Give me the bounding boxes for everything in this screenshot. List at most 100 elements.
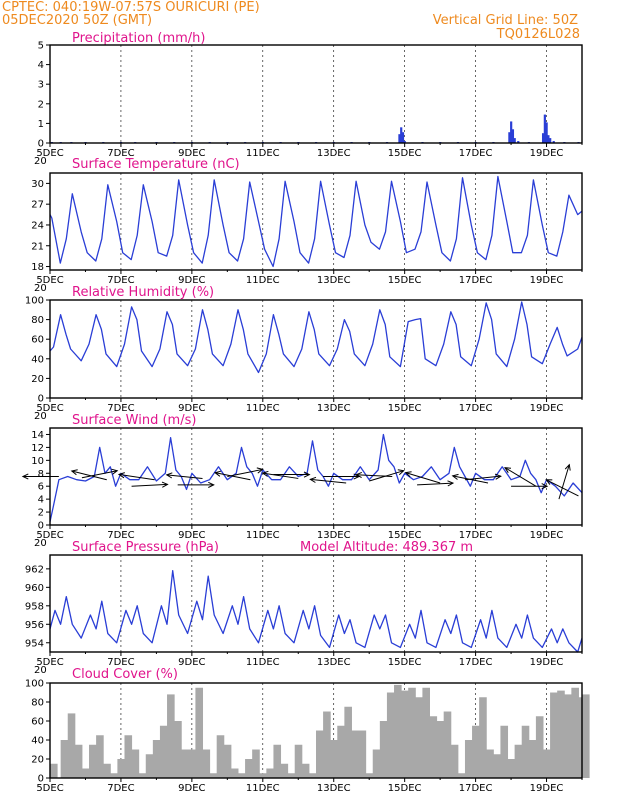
precip-bar [547,135,550,143]
precip-bar [517,141,520,143]
wind-xtick-label: 15DEC [388,530,422,541]
precip-ytick-label: 1 [38,119,44,130]
wind-arrow-head [545,479,553,485]
header-model-code: TQ0126L028 [496,27,580,42]
temp-frame [49,172,583,271]
cloud-bar [450,744,459,778]
cloud-bar [237,773,246,778]
cloud-bar [74,744,83,778]
cloud-xtick-label: 11DEC [246,783,280,794]
precip-ytick-label: 2 [38,99,44,110]
wind-arrow [310,478,347,484]
cloud-bar [259,773,267,778]
cloud-bar [493,754,501,778]
wind-arrow-head [355,471,362,479]
wind-ytick-label: 6 [38,482,44,493]
precip-bar [400,127,403,143]
precip-xtick-label: 9DEC [178,148,205,159]
cloud-frame [49,682,583,779]
wind-arrow-head [261,470,269,477]
cloud-bar [472,725,480,778]
cloud-bar [571,687,579,778]
wind-stub-label: 20 [34,538,47,549]
wind-arrow-head [504,467,512,473]
cloud-bar [514,744,523,778]
cloud-bar [209,773,218,778]
wind-arrow [214,472,251,481]
temp-panel: 5DEC 7DEC 9DEC 11DEC 13DEC 15DEC 17DEC 19DEC 20 1… [31,172,583,294]
cloud-bar [550,692,558,778]
cloud-bar [81,768,90,778]
precip-bar [403,141,406,143]
cloud-bar [138,773,147,778]
wind-arrow-head [451,473,459,480]
cloud-bar [443,711,452,778]
wind-frame [49,427,583,526]
rh-ytick-label: 80 [31,315,44,326]
precip-bar [543,114,546,143]
temp-xtick-label: 7DEC [107,275,134,286]
cloud-bar [89,744,97,778]
wind-ytick-label: 14 [31,430,44,441]
cloud-xtick-label: 7DEC [107,783,134,794]
cloud-bar [401,690,409,778]
cloud-bar [557,690,565,778]
rh-ytick-label: 40 [31,354,44,365]
rh-xtick-label: 15DEC [388,403,422,414]
wind-ytick-label: 4 [38,495,44,506]
wind-arrow [81,470,118,479]
precip-bar [508,132,511,143]
precip-bar [510,121,513,143]
cloud-xtick-label: 17DEC [459,783,493,794]
rh-xtick-label: 7DEC [107,403,134,414]
cloud-bar [436,721,445,778]
pres-ytick-label: 960 [25,583,44,594]
wind-arrow [118,473,155,481]
precip-bar [401,132,405,143]
wind-xtick-label: 17DEC [459,530,493,541]
rh-panel: 5DEC 7DEC 9DEC 11DEC 13DEC 15DEC 17DEC 19DEC 20 0… [25,296,583,422]
wind-xtick-label: 5DEC [36,530,63,541]
cloud-bar [372,749,381,778]
cloud-bar [188,749,196,778]
cloud-xtick-label: 15DEC [388,783,422,794]
cloud-bar [582,694,590,778]
rh-xtick-label: 9DEC [178,403,205,414]
rh-ytick-label: 60 [31,335,44,346]
cloud-bar [365,773,374,778]
pres-frame [49,554,583,653]
rh-line [49,301,583,374]
cloud-bar [535,716,544,778]
precip-bar [545,122,548,143]
wind-arrow-head [161,481,169,488]
cloud-bar [131,749,140,778]
cloud-bar [110,773,118,778]
cloud-ytick-label: 80 [31,698,44,709]
wind-arrow-head [21,473,29,480]
cloud-bar [230,768,239,778]
precip-panel: 5DEC 7DEC 9DEC 11DEC 13DEC 15DEC 17DEC 19DEC 20 0… [34,41,583,167]
cloud-bar [422,687,430,778]
precip-xtick-label: 15DEC [388,148,422,159]
wind-arrow-head [117,472,125,479]
wind-arrow [417,482,454,486]
cloud-bar [308,773,317,778]
wind-arrow-head [111,468,119,475]
cloud-xtick-label: 19DEC [530,783,564,794]
wind-arrow-head [404,471,412,478]
wind-arrow-head [541,483,549,490]
cloud-bar [167,694,175,778]
temp-xtick-label: 19DEC [530,275,564,286]
temp-xtick-label: 11DEC [246,275,280,286]
cloud-bar [386,692,395,778]
cloud-bar [486,749,494,778]
wind-arrow [558,464,570,500]
cloud-bar [50,763,58,778]
wind-arrow-head [256,467,264,474]
pres-xtick-label: 5DEC [36,657,63,668]
precip-xtick-label: 7DEC [107,148,134,159]
precip-bar [513,138,516,143]
wind-arrow-head [208,481,215,488]
cloud-bar [316,730,324,778]
